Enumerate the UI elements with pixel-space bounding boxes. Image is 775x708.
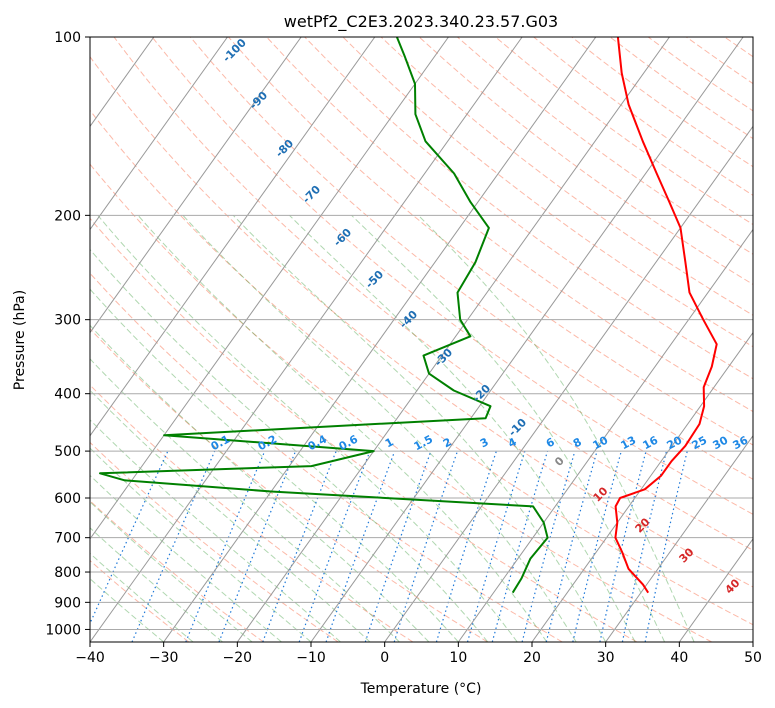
isotherm-line — [678, 538, 753, 642]
x-tick-label: 40 — [670, 650, 688, 666]
dry-adiabat-line — [90, 441, 339, 642]
x-tick-label: −30 — [149, 650, 179, 666]
dry-adiabat-line — [189, 37, 753, 480]
adiabat-lines — [90, 37, 753, 642]
isotherm-line — [90, 37, 228, 231]
moist-adiabat-line — [90, 527, 223, 642]
axes-ticks: −40 −30 −20 −10 0 10 20 30 40 50 100 200 300 400 500 60… — [45, 30, 762, 666]
y-tick-label: 900 — [54, 595, 81, 611]
dry-adiabat-line — [90, 163, 712, 642]
dry-adiabat-line — [90, 55, 753, 588]
y-tick-label: 400 — [54, 387, 81, 403]
isotherm-line — [457, 228, 753, 642]
x-tick-label: −20 — [223, 650, 253, 666]
moist-adiabat-line — [90, 447, 312, 642]
mixing-ratio-label: 16 — [641, 433, 661, 452]
moist-adiabat-line — [90, 474, 282, 642]
y-axis-title: Pressure (hPa) — [12, 290, 28, 390]
data-lines — [99, 37, 718, 594]
mixing-ratio-line — [435, 450, 497, 642]
y-tick-label: 100 — [54, 30, 81, 46]
isotherm-line — [90, 37, 449, 540]
moist-adiabat-line — [351, 214, 666, 642]
mixing-ratio-line — [218, 450, 297, 642]
dry-adiabat-line — [342, 37, 753, 348]
moist-adiabat-line — [90, 389, 371, 642]
mixing-ratio-label: 25 — [690, 434, 710, 453]
y-tick-label: 500 — [54, 444, 81, 460]
mixing-ratio-label: 20 — [665, 433, 685, 452]
grid-lines — [90, 37, 753, 642]
x-tick-label: −40 — [75, 650, 105, 666]
moist-adiabat-line — [90, 501, 253, 642]
dewpoint-profile-line — [99, 37, 549, 594]
chart-title: wetPf2_C2E3.2023.340.23.57.G03 — [284, 12, 558, 32]
isotherm-line — [384, 125, 753, 642]
dry-adiabat-line — [228, 37, 753, 446]
temperature-profile-line — [614, 37, 718, 594]
mixing-ratio-line — [466, 450, 526, 642]
dry-adiabat-line — [90, 217, 638, 642]
x-axis-title: Temperature (°C) — [360, 681, 482, 697]
mixing-ratio-line — [90, 450, 169, 626]
mixing-ratio-label: 30 — [711, 433, 731, 452]
dry-adiabat-line — [266, 37, 753, 413]
moist-adiabat-line — [137, 214, 548, 642]
plot-frame — [89, 36, 754, 643]
x-tick-label: 50 — [744, 650, 762, 666]
dry-adiabat-line — [90, 109, 753, 626]
isotherm-line — [236, 37, 670, 642]
y-tick-label: 1000 — [45, 622, 81, 638]
isotherm-line — [163, 37, 597, 642]
isotherm-line — [90, 37, 376, 437]
moist-adiabat-line — [289, 214, 636, 642]
isotherm-line — [310, 37, 744, 642]
isotherm-line — [605, 434, 753, 642]
moist-adiabat-line — [90, 324, 430, 642]
y-tick-label: 600 — [54, 491, 81, 507]
moist-adiabat-line — [90, 419, 341, 642]
y-tick-label: 200 — [54, 208, 81, 224]
moist-adiabat-line — [232, 214, 607, 642]
dry-adiabat-line — [90, 328, 488, 642]
x-tick-label: 0 — [380, 650, 389, 666]
x-tick-label: −10 — [296, 650, 326, 666]
moist-adiabat-line — [90, 288, 459, 642]
isotherm-line — [90, 37, 523, 642]
moist-adiabat-line — [182, 214, 577, 642]
dry-adiabat-line — [90, 559, 190, 642]
mixing-ratio-label: 13 — [619, 434, 639, 453]
isotherm-line — [531, 331, 753, 642]
moist-adiabat-line — [97, 214, 518, 642]
dry-adiabat-line — [151, 37, 753, 515]
mixing-ratio-label: 36 — [731, 433, 751, 452]
dry-adiabat-line — [418, 37, 753, 285]
y-tick-label: 300 — [54, 313, 81, 329]
x-tick-label: 10 — [449, 650, 467, 666]
dry-adiabat-line — [90, 272, 563, 642]
moist-adiabat-line — [417, 214, 695, 642]
y-tick-label: 700 — [54, 531, 81, 547]
moist-adiabat-line — [90, 358, 400, 642]
mixing-ratio-label: 10 — [591, 433, 611, 452]
x-tick-label: 30 — [597, 650, 615, 666]
y-tick-label: 800 — [54, 565, 81, 581]
mixing-ratio-line — [364, 450, 432, 642]
moist-adiabat-line — [90, 578, 165, 642]
moist-adiabat-line — [90, 248, 489, 642]
isotherm-line — [90, 37, 302, 334]
x-tick-label: 20 — [523, 650, 541, 666]
mixing-ratio-line — [393, 450, 459, 642]
